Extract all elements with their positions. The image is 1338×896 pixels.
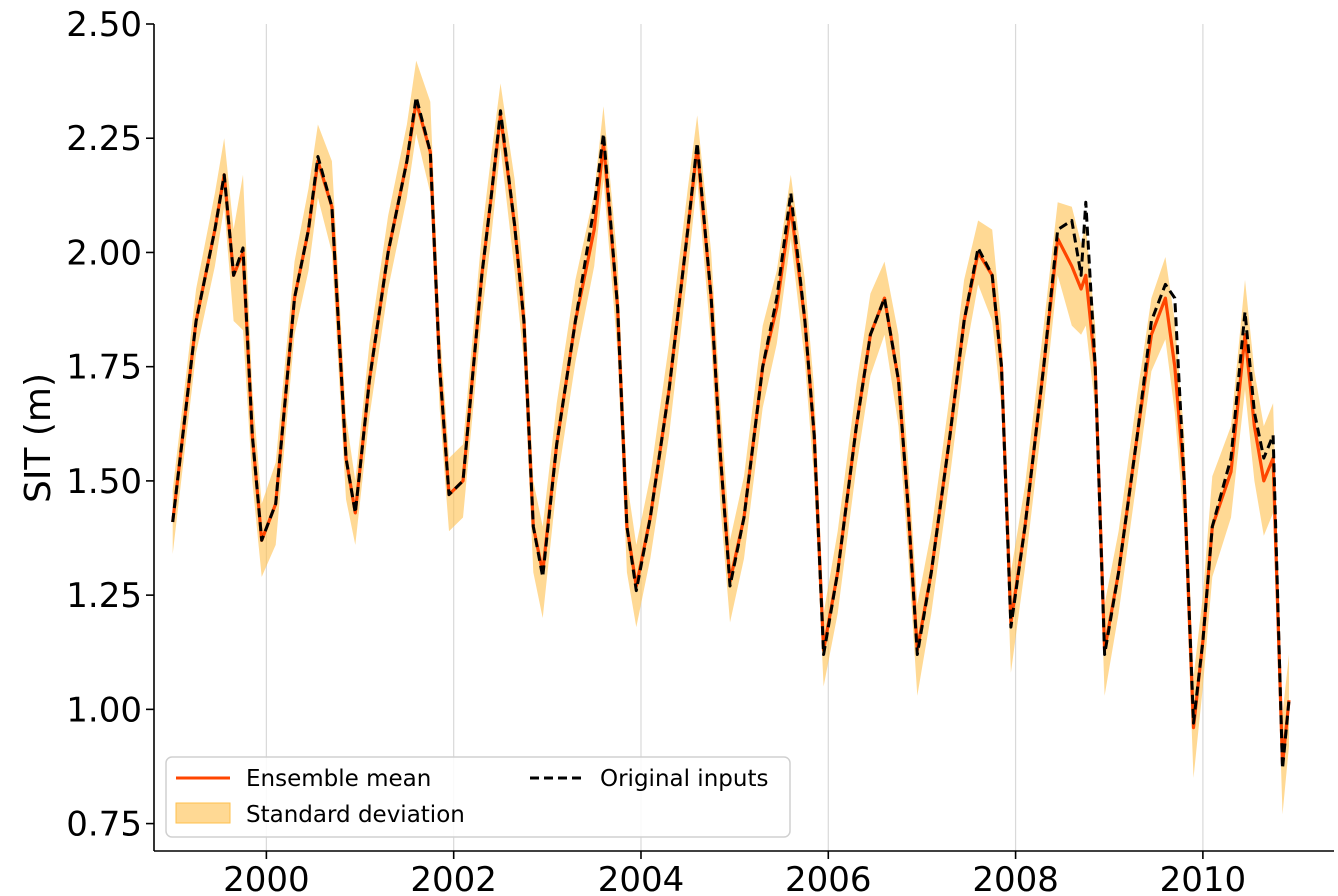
legend-frame <box>165 756 791 838</box>
y-tick-label: 0.75 <box>66 805 142 845</box>
legend: Ensemble mean Standard deviation Origina… <box>165 756 791 838</box>
series-lines <box>171 95 1291 771</box>
vertical-gridlines <box>265 24 1204 851</box>
y-tick-label: 1.75 <box>66 348 142 388</box>
y-tick-label: 1.00 <box>66 690 142 730</box>
x-ticks: 2000 2002 2004 2006 2008 2010 <box>223 851 1246 896</box>
legend-label-standard-deviation: Standard deviation <box>246 802 465 828</box>
y-axis-title: SIT (m) <box>18 373 59 503</box>
y-tick-label: 2.00 <box>66 233 142 273</box>
x-tick-label: 2000 <box>223 860 310 896</box>
x-tick-label: 2004 <box>598 860 685 896</box>
y-ticks: 0.75 1.00 1.25 1.50 1.75 2.00 2.25 2.50 <box>66 5 154 845</box>
x-tick-label: 2002 <box>410 860 497 896</box>
y-tick-label: 2.25 <box>66 119 142 159</box>
ensemble-mean-line <box>171 100 1291 766</box>
legend-label-original-inputs: Original inputs <box>600 766 768 792</box>
x-tick-label: 2008 <box>972 860 1059 896</box>
x-tick-label: 2010 <box>1160 860 1247 896</box>
y-tick-label: 1.25 <box>66 576 142 616</box>
legend-swatch-standard-deviation <box>175 802 231 824</box>
std-band-layer <box>172 60 1290 815</box>
standard-deviation-band <box>172 60 1290 815</box>
y-tick-label: 2.50 <box>66 5 142 45</box>
axes <box>153 24 1334 852</box>
original-inputs-line <box>171 95 1291 771</box>
legend-label-ensemble-mean: Ensemble mean <box>246 766 431 792</box>
x-tick-label: 2006 <box>785 860 872 896</box>
y-tick-label: 1.50 <box>66 462 142 502</box>
